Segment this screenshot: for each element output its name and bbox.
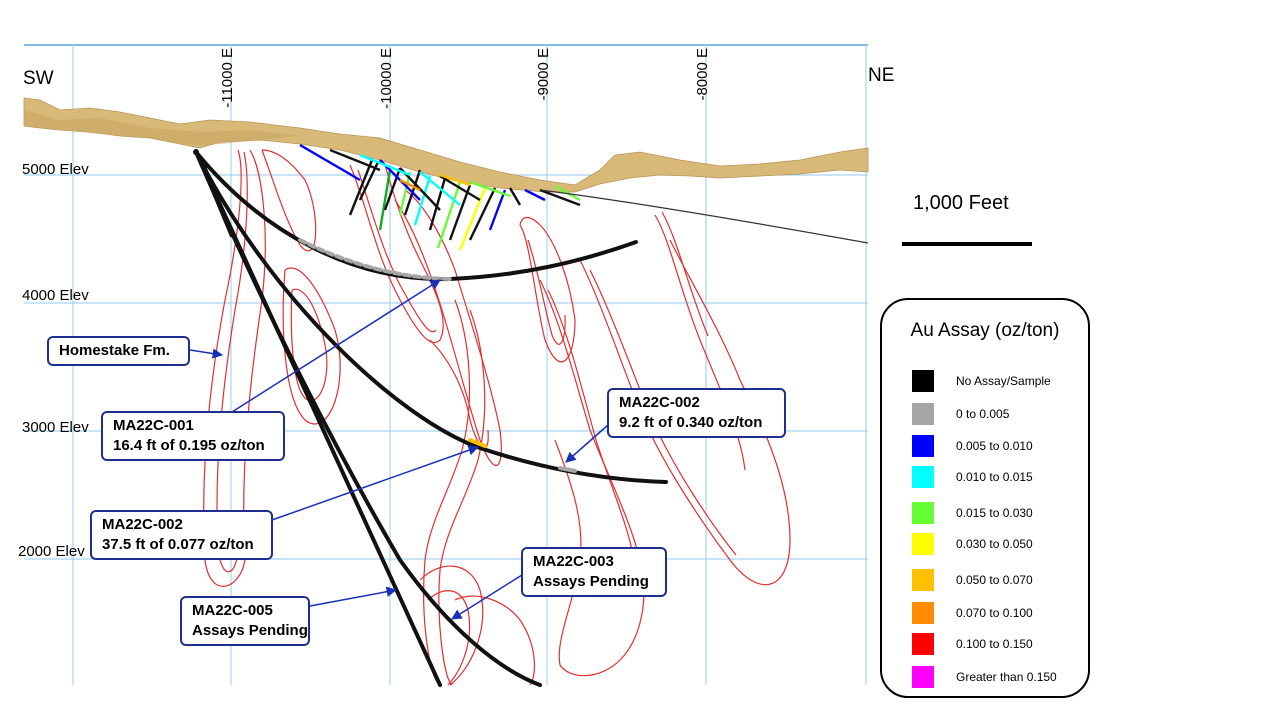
callout-homestake: Homestake Fm. [47,336,190,366]
legend-label: 0.010 to 0.015 [956,470,1033,484]
elevation-label: 2000 Elev [18,543,85,560]
legend-label: 0.050 to 0.070 [956,573,1033,587]
callout-hole: MA22C-002 [102,516,183,533]
easting-label: -11000 E [219,48,236,108]
callout-hole: MA22C-002 [619,394,700,411]
legend-label: 0.015 to 0.030 [956,506,1033,520]
direction-ne: NE [868,65,894,86]
legend-swatch [912,403,934,425]
legend-swatch [912,466,934,488]
callout-result: 37.5 ft of 0.077 oz/ton [102,536,254,553]
projected-trace [539,189,869,244]
legend-label: Greater than 0.150 [956,670,1057,684]
elevation-label: 5000 Elev [22,161,89,178]
callout-ma22c-002-upper: MA22C-002 9.2 ft of 0.340 oz/ton [607,388,786,438]
legend-title: Au Assay (oz/ton) [910,320,1060,341]
legend-swatch [912,370,934,392]
callout-ma22c-003: MA22C-003 Assays Pending [521,547,667,597]
callout-ma22c-002-lower: MA22C-002 37.5 ft of 0.077 oz/ton [90,510,273,560]
legend-label: 0.100 to 0.150 [956,637,1033,651]
legend-label: 0.070 to 0.100 [956,606,1033,620]
elevation-label: 3000 Elev [22,419,89,436]
callout-text: Homestake Fm. [59,342,170,359]
callout-ma22c-001: MA22C-001 16.4 ft of 0.195 oz/ton [101,411,285,461]
legend-swatch [912,602,934,624]
legend-swatch [912,666,934,688]
legend-label: 0.005 to 0.010 [956,439,1033,453]
legend-label: No Assay/Sample [956,374,1051,388]
collar-marker [193,149,199,155]
callout-result: Assays Pending [192,622,308,639]
callout-hole: MA22C-001 [113,417,194,434]
scale-label: 1,000 Feet [913,192,1009,214]
callout-hole: MA22C-003 [533,553,614,570]
callout-leaders [189,279,609,620]
callout-hole: MA22C-005 [192,602,273,619]
callout-result: Assays Pending [533,573,649,590]
callout-result: 9.2 ft of 0.340 oz/ton [619,414,763,431]
legend-swatch [912,533,934,555]
terrain-ridge-shading [24,110,300,146]
legend-label: 0 to 0.005 [956,407,1010,421]
legend-swatch [912,502,934,524]
legend-swatch [912,435,934,457]
hole-ma22c-002 [194,150,668,484]
shallow-drillholes [299,143,581,251]
easting-label: -10000 E [378,48,395,109]
elevation-label: 4000 Elev [22,287,89,304]
legend-label: 0.030 to 0.050 [956,537,1033,551]
callout-result: 16.4 ft of 0.195 oz/ton [113,437,265,454]
hole-ma22c-005 [194,150,442,687]
callout-ma22c-005: MA22C-005 Assays Pending [180,596,310,646]
direction-sw: SW [23,68,54,89]
deep-drillholes [194,150,668,687]
assay-legend: Au Assay (oz/ton) No Assay/Sample 0 to 0.… [880,298,1090,698]
homestake-formation [203,149,791,686]
legend-swatch [912,569,934,591]
easting-label: -8000 E [694,48,711,101]
legend-swatch [912,633,934,655]
scale-bar [902,242,1032,246]
easting-label: -9000 E [535,48,552,101]
